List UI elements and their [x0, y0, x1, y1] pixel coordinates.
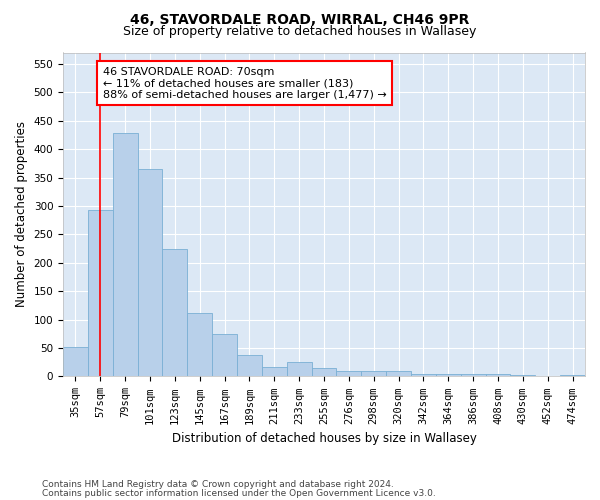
Text: 46 STAVORDALE ROAD: 70sqm
← 11% of detached houses are smaller (183)
88% of semi: 46 STAVORDALE ROAD: 70sqm ← 11% of detac…: [103, 66, 386, 100]
Bar: [560, 374, 585, 376]
Bar: [187, 313, 212, 376]
Bar: [137, 169, 163, 376]
Text: Contains public sector information licensed under the Open Government Licence v3: Contains public sector information licen…: [42, 488, 436, 498]
Bar: [361, 372, 386, 376]
Bar: [337, 372, 361, 376]
Bar: [485, 374, 511, 376]
Bar: [237, 355, 262, 376]
Bar: [461, 374, 485, 376]
Bar: [436, 374, 461, 376]
Y-axis label: Number of detached properties: Number of detached properties: [15, 122, 28, 308]
Bar: [88, 210, 113, 376]
Bar: [212, 334, 237, 376]
Text: 46, STAVORDALE ROAD, WIRRAL, CH46 9PR: 46, STAVORDALE ROAD, WIRRAL, CH46 9PR: [130, 12, 470, 26]
Text: Contains HM Land Registry data © Crown copyright and database right 2024.: Contains HM Land Registry data © Crown c…: [42, 480, 394, 489]
Bar: [262, 368, 287, 376]
Bar: [386, 372, 411, 376]
Bar: [63, 347, 88, 376]
X-axis label: Distribution of detached houses by size in Wallasey: Distribution of detached houses by size …: [172, 432, 476, 445]
Bar: [411, 374, 436, 376]
Bar: [163, 249, 187, 376]
Bar: [311, 368, 337, 376]
Bar: [113, 133, 137, 376]
Text: Size of property relative to detached houses in Wallasey: Size of property relative to detached ho…: [124, 25, 476, 38]
Bar: [287, 362, 311, 376]
